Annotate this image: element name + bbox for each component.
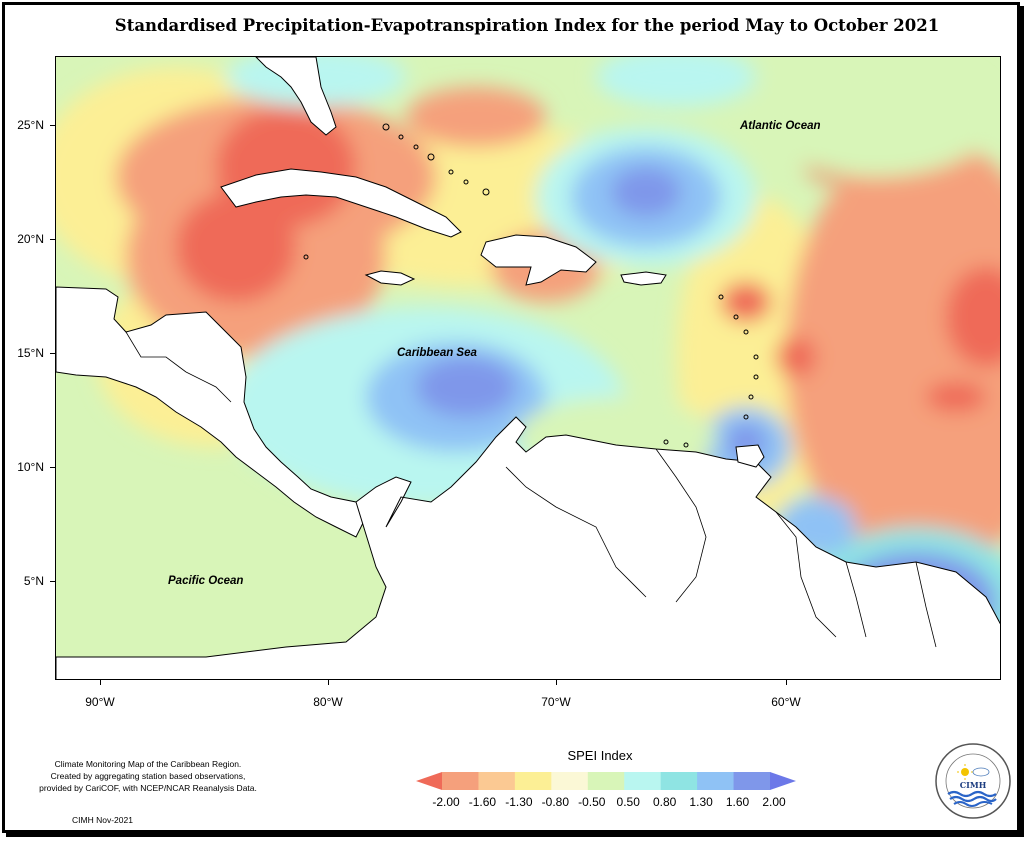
logo-text: CIMH (960, 780, 987, 790)
y-tick-mark (50, 125, 55, 126)
spei-field (56, 57, 1000, 667)
y-tick-mark (50, 239, 55, 240)
x-tick-label: 60°W (771, 695, 801, 709)
legend-swatch (551, 772, 589, 790)
x-tick-label: 80°W (313, 695, 343, 709)
legend-value-label: -2.00 (432, 795, 460, 809)
coastlines (56, 57, 1000, 679)
legend-value-label: 2.00 (762, 795, 786, 809)
legend-title: SPEI Index (567, 748, 633, 763)
legend-value-label: 1.30 (689, 795, 713, 809)
y-tick-label: 10°N (17, 460, 44, 474)
legend-swatch (770, 772, 796, 790)
legend-value-label: -0.80 (541, 795, 570, 809)
x-tick-label: 90°W (85, 695, 115, 709)
map-title: Standardised Precipitation-Evapotranspir… (114, 16, 940, 35)
legend-swatch (442, 772, 479, 790)
legend-value-label: -0.50 (578, 795, 606, 809)
cimh-logo: CIMH (935, 743, 1011, 819)
legend-swatch (733, 772, 771, 790)
borders (125, 331, 937, 648)
legend-swatch (660, 772, 698, 790)
spei-map-canvas (56, 57, 1000, 679)
legend-labels: -2.00 -1.60 -1.30 -0.80 -0.50 0.50 0.80 1.30 1.6… (420, 795, 800, 811)
legend-value-label: 0.80 (652, 795, 677, 809)
credits-line-2: Created by aggregating station based obs… (50, 771, 246, 781)
x-tick-mark (100, 680, 101, 685)
pacific-ocean-label: Pacific Ocean (168, 575, 244, 587)
legend-colorbar (416, 772, 796, 790)
legend-swatch (587, 772, 625, 790)
credits-date: CIMH Nov-2021 (72, 815, 133, 825)
legend-value-label: 1.60 (725, 795, 750, 809)
x-tick-mark (328, 680, 329, 685)
atlantic-ocean-label: Atlantic Ocean (740, 120, 821, 132)
credits-line-3: provided by CariCOF, with NCEP/NCAR Rean… (39, 783, 257, 793)
y-tick-mark (50, 353, 55, 354)
legend-swatch (624, 772, 662, 790)
x-tick-mark (786, 680, 787, 685)
caribbean-sea-label: Caribbean Sea (397, 347, 477, 359)
x-tick-mark (556, 680, 557, 685)
y-tick-label: 20°N (17, 232, 44, 246)
legend-swatch (416, 772, 442, 790)
y-tick-label: 25°N (17, 118, 44, 132)
y-tick-label: 5°N (23, 574, 44, 588)
small-islands (303, 123, 759, 448)
legend-value-label: -1.60 (468, 795, 497, 809)
legend-value-label: -1.30 (505, 795, 533, 809)
legend-swatch (514, 772, 552, 790)
credits-block: Climate Monitoring Map of the Caribbean … (20, 758, 276, 794)
credits-line-1: Climate Monitoring Map of the Caribbean … (54, 759, 242, 769)
y-tick-label: 15°N (17, 346, 44, 360)
y-tick-mark (50, 467, 55, 468)
legend-value-label: 0.50 (616, 795, 640, 809)
y-tick-mark (50, 581, 55, 582)
x-tick-label: 70°W (541, 695, 571, 709)
legend-swatch (697, 772, 735, 790)
legend-swatch (478, 772, 516, 790)
spei-map (55, 56, 1001, 680)
